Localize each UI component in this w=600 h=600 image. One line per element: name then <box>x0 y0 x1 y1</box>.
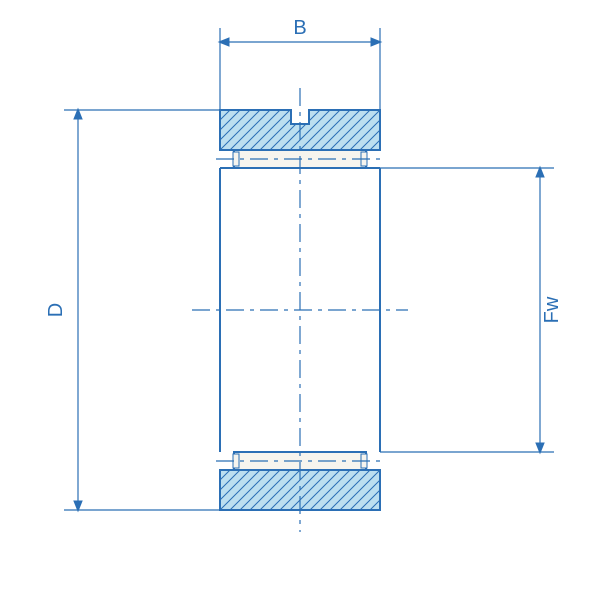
dimension-label-B: B <box>293 17 306 39</box>
dimension-label-D: D <box>45 303 67 317</box>
bearing-cross-section-diagram: B D Fw <box>0 0 600 600</box>
dimension-label-Fw: Fw <box>541 296 563 323</box>
